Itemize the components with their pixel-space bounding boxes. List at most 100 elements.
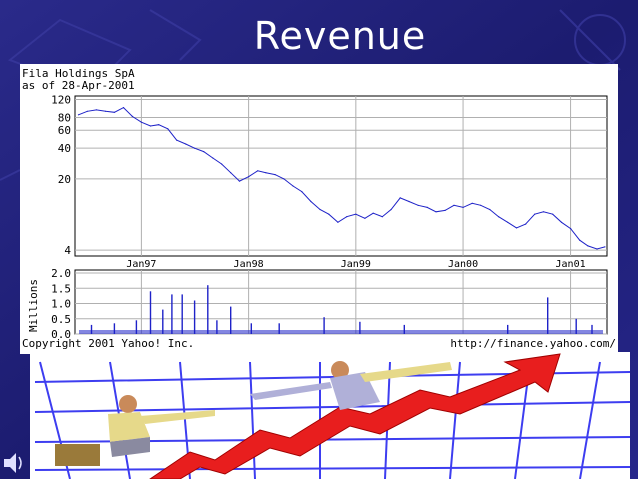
volume-bar: [547, 297, 549, 334]
volume-bar: [507, 324, 509, 334]
volume-plot-frame: [74, 269, 608, 335]
price-point: [212, 157, 214, 159]
price-point: [426, 206, 428, 208]
price-point: [265, 172, 267, 174]
price-point: [292, 185, 294, 187]
price-point: [560, 221, 563, 223]
price-point: [274, 174, 276, 176]
price-point: [337, 221, 339, 223]
volume-bar: [403, 324, 405, 334]
price-point: [238, 180, 241, 182]
rising-arrow: [149, 353, 561, 479]
volume-bar: [193, 300, 196, 334]
price-point: [158, 124, 160, 126]
price-series-line: [78, 106, 606, 250]
price-point: [319, 208, 321, 211]
price-y-tick-label: 20: [58, 173, 71, 186]
price-point: [408, 200, 410, 203]
volume-y-tick-label: 1.5: [51, 282, 71, 295]
price-point: [480, 204, 482, 206]
volume-y-tick-label: 0.5: [51, 313, 71, 326]
price-point: [596, 248, 598, 250]
price-point: [542, 211, 545, 213]
volume-bar: [575, 318, 577, 334]
volume-bar: [113, 323, 116, 334]
price-point: [105, 110, 107, 112]
price-point: [372, 212, 374, 214]
price-point: [328, 213, 330, 215]
price-point: [140, 121, 142, 123]
price-point: [435, 211, 437, 213]
price-point: [489, 208, 491, 211]
volume-bar: [90, 324, 93, 334]
price-point: [221, 163, 223, 165]
price-y-tick-label: 4: [64, 244, 71, 257]
x-tick-label: Jan99: [341, 259, 371, 270]
price-point: [122, 107, 125, 109]
volume-bar: [207, 285, 209, 334]
price-point: [444, 209, 446, 211]
x-tick-label: Jan01: [556, 259, 586, 270]
volume-bar: [216, 320, 218, 334]
price-plot-frame: [74, 95, 608, 257]
price-point: [176, 139, 178, 141]
volume-bar: [230, 306, 232, 334]
price-point: [86, 110, 88, 112]
price-point: [248, 176, 250, 178]
price-point: [534, 213, 536, 215]
price-point: [346, 216, 348, 218]
figure-right: [250, 361, 452, 410]
price-point: [381, 216, 383, 218]
price-point: [113, 111, 115, 113]
volume-y-tick-label: 2.0: [51, 267, 71, 280]
price-y-tick-label: 60: [58, 124, 71, 137]
price-point: [579, 239, 581, 241]
price-point: [310, 200, 312, 203]
price-point: [604, 246, 606, 248]
price-y-tick-label: 80: [58, 111, 71, 124]
price-point: [507, 221, 509, 223]
volume-y-axis-label: Millions: [27, 279, 40, 332]
volume-y-tick-label: 1.0: [51, 298, 71, 311]
price-point: [498, 216, 500, 218]
price-point: [355, 213, 357, 215]
x-tick-label: Jan00: [448, 259, 478, 270]
volume-bar: [162, 309, 164, 334]
volume-bar: [171, 294, 173, 334]
price-y-tick-label: 40: [58, 142, 71, 155]
speaker-icon[interactable]: [4, 453, 22, 473]
source-url[interactable]: http://finance.yahoo.com/: [450, 337, 616, 350]
volume-bar: [135, 320, 138, 334]
price-point: [471, 202, 473, 204]
stock-chart-panel: Fila Holdings SpA as of 28-Apr-2001 Mill…: [20, 64, 618, 354]
price-point: [131, 115, 133, 117]
price-point: [230, 172, 232, 174]
price-point: [149, 125, 152, 127]
copyright-text: Copyright 2001 Yahoo! Inc.: [22, 337, 194, 350]
price-point: [167, 128, 169, 130]
volume-bar: [591, 324, 593, 334]
price-point: [95, 109, 97, 111]
x-tick-label: Jan98: [234, 259, 264, 270]
price-point: [587, 245, 589, 247]
volume-bar: [149, 291, 152, 334]
teamwork-clipart: [4, 352, 631, 479]
volume-baseline-band: [79, 330, 603, 334]
price-point: [390, 208, 392, 211]
price-y-tick-label: 120: [51, 94, 71, 107]
x-tick-label: Jan97: [126, 259, 156, 270]
price-point: [570, 228, 572, 230]
price-point: [417, 204, 419, 206]
price-point: [525, 223, 527, 225]
price-point: [552, 213, 554, 215]
price-point: [515, 227, 518, 229]
price-point: [203, 151, 205, 153]
price-point: [399, 197, 401, 199]
price-point: [453, 204, 455, 206]
price-point: [185, 143, 187, 145]
slide-title: Revenue: [253, 14, 427, 58]
price-point: [283, 178, 285, 180]
price-point: [257, 170, 259, 172]
volume-bar: [250, 323, 252, 334]
price-point: [77, 114, 80, 116]
